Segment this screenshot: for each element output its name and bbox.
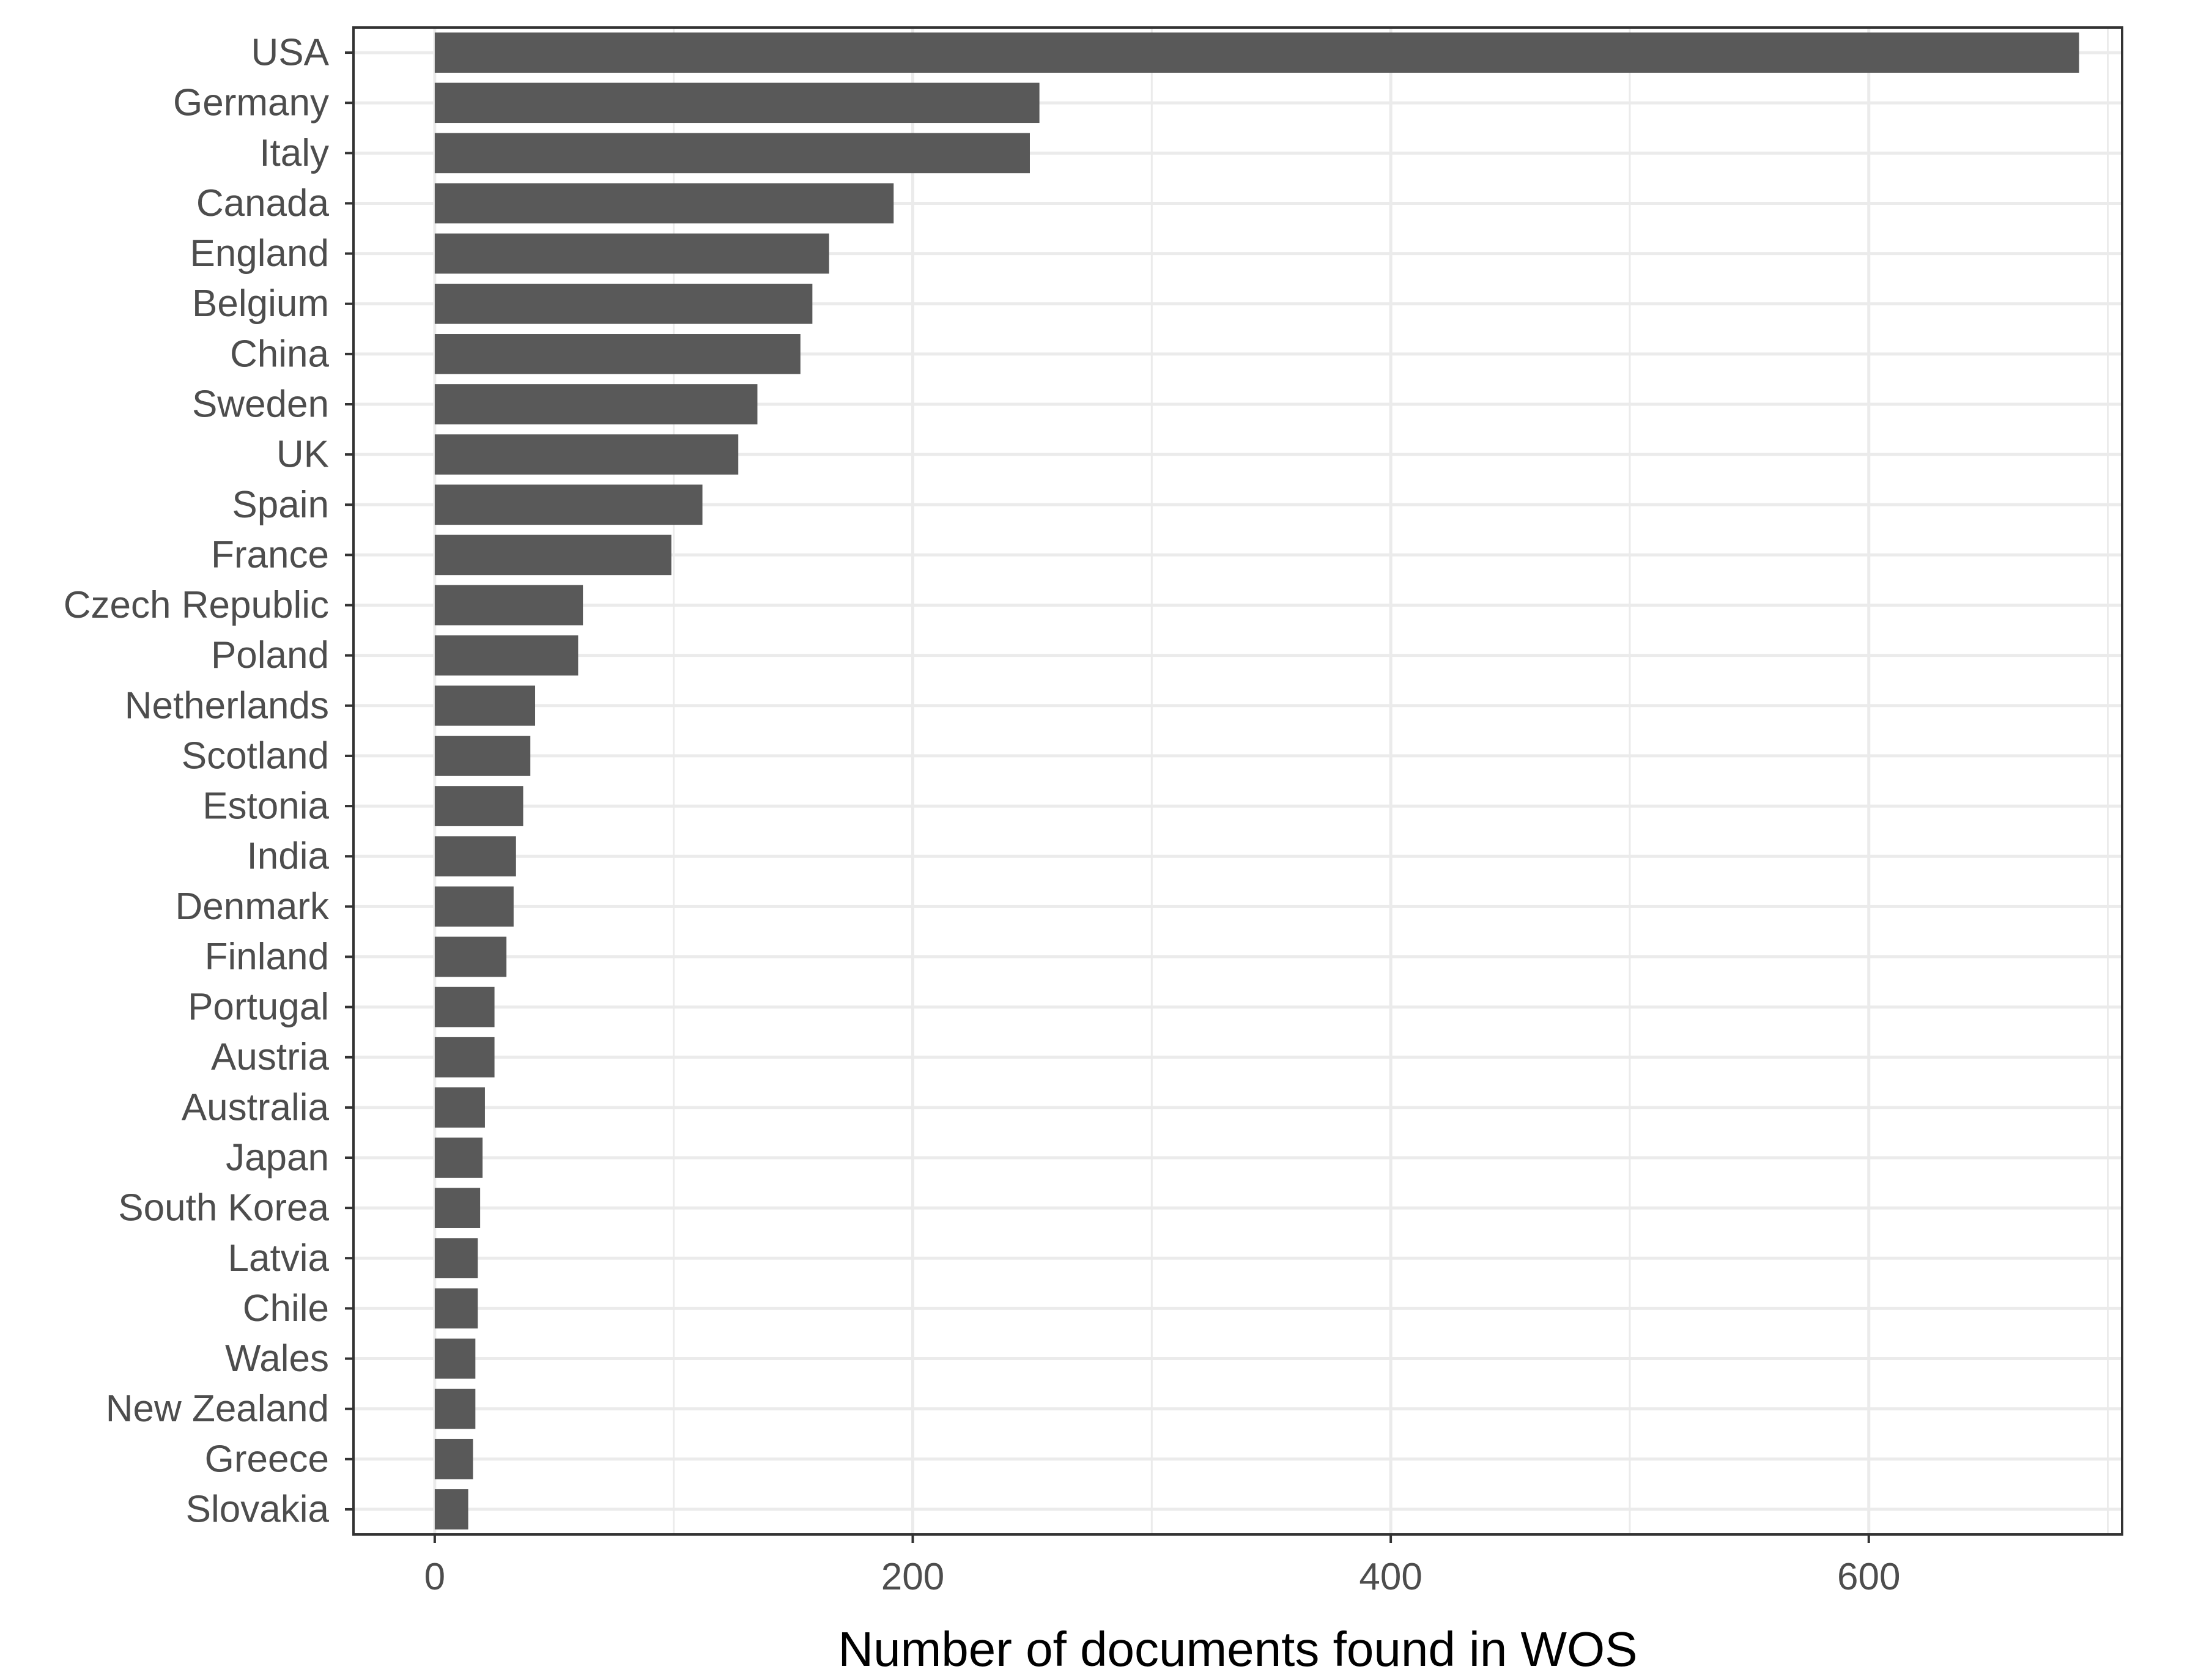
category-label: Chile [243, 1287, 329, 1330]
category-label: England [190, 232, 329, 275]
bar-poland [435, 635, 578, 676]
bar-portugal [435, 987, 495, 1027]
bar-finland [435, 937, 506, 977]
bar-czech-republic [435, 585, 583, 626]
bar-france [435, 535, 671, 575]
bar-greece [435, 1439, 473, 1479]
category-label: Australia [182, 1086, 330, 1128]
category-label: Spain [232, 484, 329, 526]
category-label: Italy [259, 132, 329, 174]
category-label: USA [251, 32, 330, 74]
category-label: Slovakia [186, 1488, 330, 1530]
bar-india [435, 836, 516, 876]
bar-wales [435, 1339, 475, 1379]
bar-latvia [435, 1238, 478, 1278]
category-label: Poland [211, 634, 329, 676]
bar-belgium [435, 284, 812, 324]
category-label: Finland [205, 936, 329, 978]
bar-uk [435, 434, 738, 475]
x-tick-label: 200 [881, 1556, 944, 1598]
bar-canada [435, 183, 893, 224]
bar-new-zealand [435, 1389, 475, 1429]
category-label: Greece [205, 1438, 329, 1480]
bar-japan [435, 1138, 483, 1178]
bar-germany [435, 83, 1040, 123]
category-label: UK [276, 434, 329, 476]
bar-usa [435, 32, 2079, 73]
bar-england [435, 234, 829, 274]
bar-china [435, 334, 801, 374]
category-label: South Korea [118, 1187, 329, 1229]
category-label: France [211, 534, 329, 576]
category-label: Scotland [182, 735, 329, 777]
category-label: Wales [225, 1338, 329, 1380]
category-label: Portugal [188, 986, 329, 1028]
x-axis-title: Number of documents found in WOS [838, 1622, 1637, 1676]
x-tick-label: 0 [424, 1556, 445, 1598]
category-label: Canada [196, 182, 330, 224]
bar-south-korea [435, 1188, 480, 1228]
bar-sweden [435, 384, 758, 424]
category-label: China [230, 333, 330, 375]
category-label: Estonia [202, 785, 329, 827]
bar-spain [435, 484, 703, 525]
bar-austria [435, 1037, 495, 1078]
category-label: Latvia [228, 1237, 330, 1279]
bar-denmark [435, 886, 514, 927]
bar-chile [435, 1289, 478, 1329]
category-label: New Zealand [106, 1388, 329, 1430]
bar-australia [435, 1087, 485, 1128]
category-label: Czech Republic [64, 584, 329, 626]
bar-netherlands [435, 686, 535, 726]
category-label: Germany [173, 82, 329, 124]
category-label: Belgium [192, 283, 329, 325]
category-label: India [247, 835, 330, 878]
category-label: Denmark [175, 886, 330, 928]
category-label: Sweden [192, 383, 329, 426]
category-label: Japan [226, 1137, 329, 1179]
bar-italy [435, 133, 1030, 173]
x-axis: 0 200 400 600 [424, 1534, 1901, 1598]
x-tick-label: 600 [1837, 1556, 1900, 1598]
bar-slovakia [435, 1489, 468, 1530]
bars [435, 32, 2079, 1530]
x-tick-label: 400 [1359, 1556, 1422, 1598]
category-label: Austria [211, 1036, 329, 1078]
bar-scotland [435, 736, 530, 776]
y-axis: USA Germany Italy Canada England Belgium China… [64, 32, 353, 1531]
bar-estonia [435, 786, 523, 826]
category-label: Netherlands [125, 684, 329, 727]
